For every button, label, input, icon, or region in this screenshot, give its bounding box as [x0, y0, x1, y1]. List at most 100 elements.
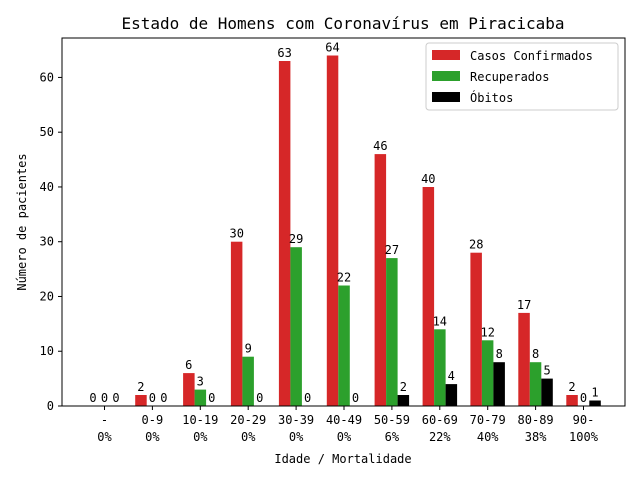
x-tick-label: 30-39: [278, 413, 314, 427]
data-label: 0: [160, 391, 167, 405]
y-tick-label: 50: [40, 125, 54, 139]
legend-box: [425, 42, 619, 111]
bar-recuperados: [242, 356, 254, 406]
data-label: 3: [197, 375, 204, 389]
bar-recuperados: [338, 285, 350, 406]
bar-casos: [374, 154, 387, 406]
x-tick-label-mortality: 0%: [193, 430, 208, 444]
data-label: 0: [580, 391, 587, 405]
bar-casos: [135, 395, 147, 406]
legend-label: Recuperados: [470, 70, 549, 84]
x-axis-label: Idade / Mortalidade: [274, 452, 411, 466]
x-tick-label: 40-49: [326, 413, 362, 427]
data-label: 27: [385, 243, 399, 257]
bar-casos: [470, 252, 482, 406]
x-tick-label: 60-69: [422, 413, 458, 427]
legend-swatch: [432, 50, 460, 60]
data-label: 0: [208, 391, 215, 405]
y-tick-label: 20: [40, 289, 54, 303]
bar-casos: [566, 395, 578, 406]
data-label: 8: [496, 347, 503, 361]
data-label: 8: [532, 347, 539, 361]
data-label: 0: [89, 391, 96, 405]
bars-group: [135, 55, 601, 406]
bar-recuperados: [194, 389, 207, 406]
data-label: 17: [517, 298, 531, 312]
data-label: 14: [433, 314, 447, 328]
data-labels-group: 0 0 020 06303090632906422046272401442812817…: [89, 41, 598, 406]
bar-obitos: [589, 400, 601, 406]
bar-casos: [183, 373, 195, 406]
legend: Casos Confirmados Recuperados Óbitos: [425, 42, 619, 111]
legend-swatch: [432, 92, 460, 102]
x-tick-label: 0-9: [142, 413, 164, 427]
x-tick-label-mortality: 0%: [337, 430, 352, 444]
data-label: 2: [400, 380, 407, 394]
data-label: 2: [137, 380, 144, 394]
data-label: 22: [337, 271, 351, 285]
x-tick-label: 70-79: [470, 413, 506, 427]
data-label: 0: [101, 391, 108, 405]
bar-casos: [422, 187, 435, 406]
bar-obitos: [541, 378, 553, 406]
bar-obitos: [397, 395, 410, 406]
data-label: 4: [448, 369, 455, 383]
bar-recuperados: [386, 258, 398, 406]
bar-obitos: [445, 384, 458, 406]
x-tick-label: 10-19: [182, 413, 218, 427]
x-tick-label-mortality: 0%: [97, 430, 112, 444]
bar-recuperados: [290, 247, 302, 406]
y-tick-label: 10: [40, 344, 54, 358]
x-tick-label: 80-89: [518, 413, 554, 427]
data-label: 12: [480, 325, 494, 339]
bar-casos: [230, 241, 243, 406]
chart-title: Estado de Homens com Coronavírus em Pira…: [121, 14, 564, 33]
x-tick-label-mortality: 22%: [429, 430, 451, 444]
data-label: 5: [543, 364, 550, 378]
x-tick-label: 20-29: [230, 413, 266, 427]
data-label: 0: [304, 391, 311, 405]
data-label: 46: [373, 139, 387, 153]
data-label: 0: [352, 391, 359, 405]
x-tick-label-mortality: 6%: [385, 430, 400, 444]
y-tick-label: 30: [40, 235, 54, 249]
bar-recuperados: [529, 362, 542, 406]
x-tick-label-mortality: 40%: [477, 430, 499, 444]
x-tick-label-mortality: 0%: [289, 430, 304, 444]
bar-casos: [278, 61, 291, 406]
data-label: 0: [256, 391, 263, 405]
data-label: 30: [229, 227, 243, 241]
plot-frame: [61, 37, 626, 407]
data-label: 6: [185, 358, 192, 372]
data-label: 0: [112, 391, 119, 405]
legend-swatch: [432, 71, 460, 81]
data-label: 29: [289, 232, 303, 246]
bar-recuperados: [434, 329, 446, 406]
y-tick-label: 0: [47, 399, 54, 413]
x-tick-label: 50-59: [374, 413, 410, 427]
x-tick-label-mortality: 0%: [241, 430, 256, 444]
x-tick-label-mortality: 100%: [569, 430, 599, 444]
bar-casos: [326, 55, 339, 406]
data-label: 9: [245, 342, 252, 356]
bar-recuperados: [481, 340, 494, 406]
data-label: 64: [325, 41, 339, 55]
y-tick-label: 40: [40, 180, 54, 194]
legend-label: Casos Confirmados: [470, 49, 593, 63]
bar-obitos: [493, 362, 505, 406]
x-axis-ticks: - 0% 0-9 0% 10-19 0% 20-29 0% 30-39 0% 40-49 0% 50-5…: [97, 406, 599, 444]
x-tick-label-mortality: 0%: [145, 430, 160, 444]
x-tick-label: -: [101, 413, 108, 427]
legend-label: Óbitos: [470, 90, 513, 105]
y-axis-label: Número de pacientes: [15, 153, 29, 290]
data-label: 40: [421, 172, 435, 186]
data-label: 1: [591, 386, 598, 400]
y-axis-ticks: 0 10 20 30 40 50 60: [40, 70, 62, 413]
x-tick-label-mortality: 38%: [525, 430, 547, 444]
x-tick-label: 90-: [573, 413, 595, 427]
data-label: 0: [149, 391, 156, 405]
y-tick-label: 60: [40, 70, 54, 84]
data-label: 2: [568, 380, 575, 394]
data-label: 28: [469, 238, 483, 252]
